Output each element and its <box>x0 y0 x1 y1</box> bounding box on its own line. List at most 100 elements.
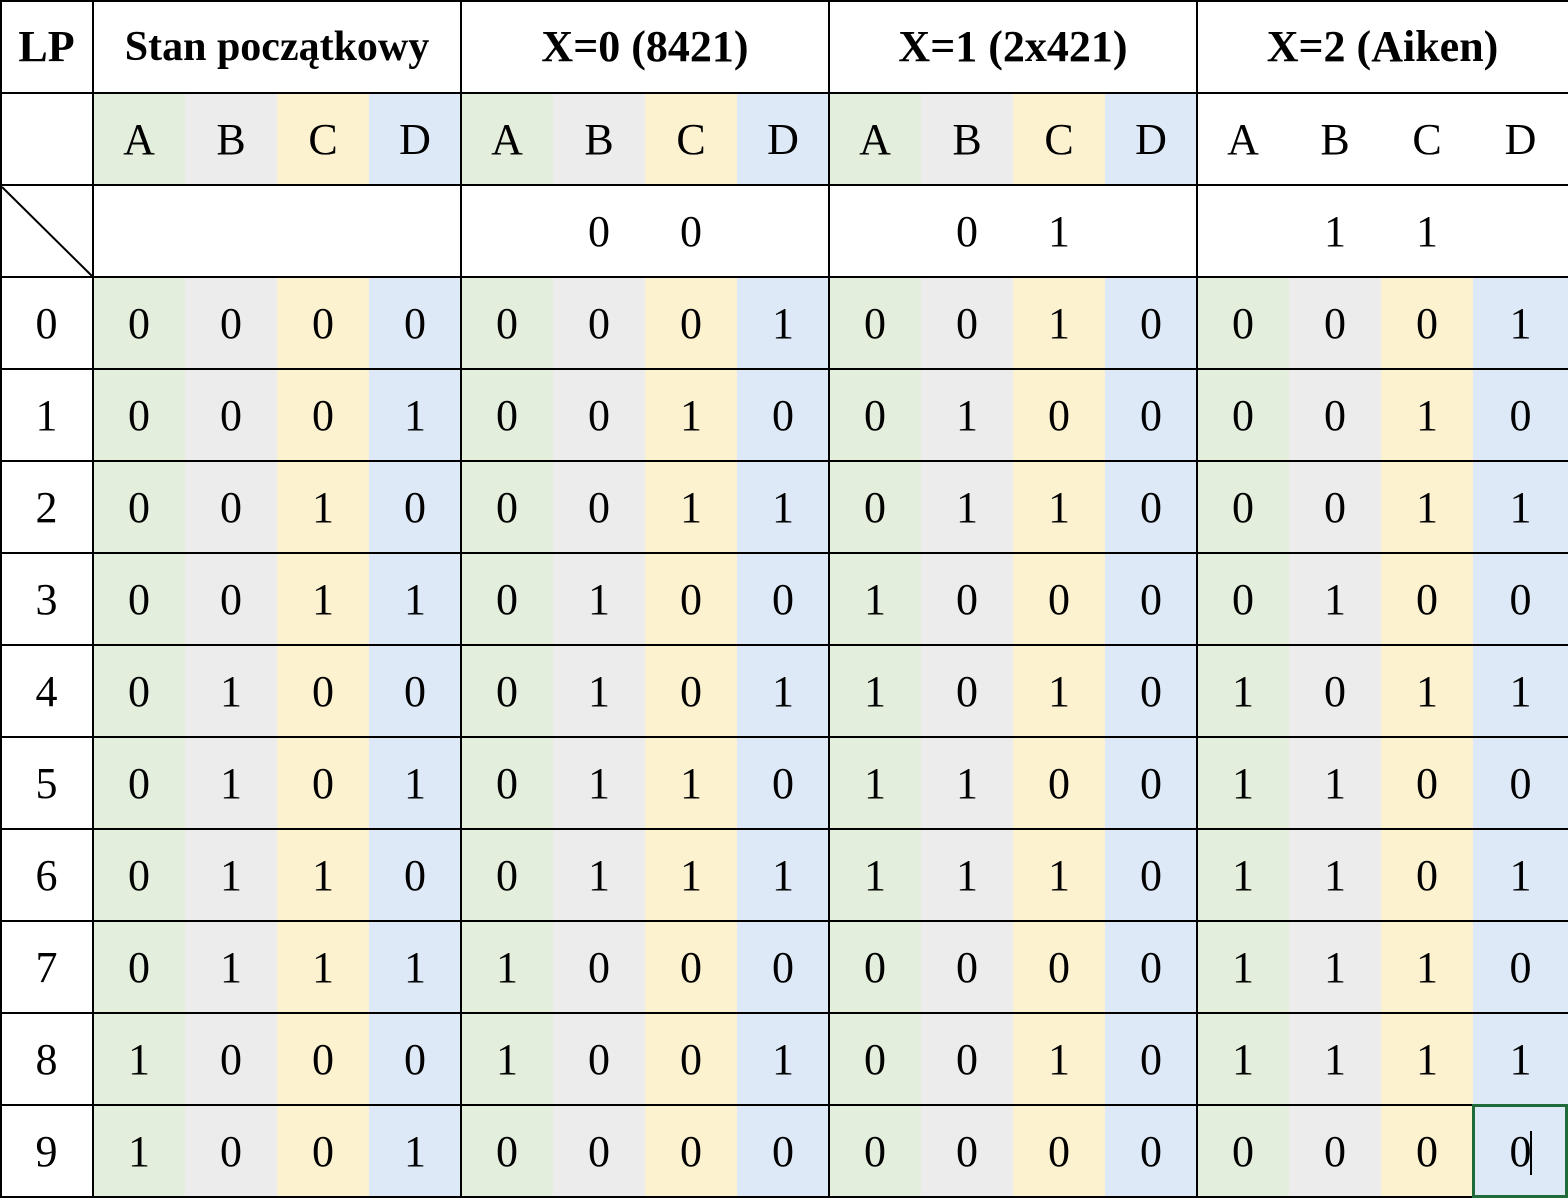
cell-r4-g0-d[interactable]: 0 <box>369 645 461 737</box>
cell-r2-g3-d[interactable]: 1 <box>1473 461 1568 553</box>
cell-r0-g0-c[interactable]: 0 <box>277 277 369 369</box>
subheader-b-g0[interactable]: B <box>185 93 277 185</box>
cell-r7-g1-a[interactable]: 1 <box>461 921 553 1013</box>
cell-r4-g1-a[interactable]: 0 <box>461 645 553 737</box>
cell-r2-g2-a[interactable]: 0 <box>829 461 921 553</box>
cell-r0-g1-a[interactable]: 0 <box>461 277 553 369</box>
cell-r7-g1-c[interactable]: 0 <box>645 921 737 1013</box>
cell-r0-g3-a[interactable]: 0 <box>1197 277 1289 369</box>
cell-r4-g3-d[interactable]: 1 <box>1473 645 1568 737</box>
cell-r8-g3-c[interactable]: 1 <box>1381 1013 1473 1105</box>
cell-r3-g1-d[interactable]: 0 <box>737 553 829 645</box>
cell-r4-g2-a[interactable]: 1 <box>829 645 921 737</box>
cell-r2-g1-b[interactable]: 0 <box>553 461 645 553</box>
cell-r0-g3-b[interactable]: 0 <box>1289 277 1381 369</box>
control-cell-g1-c[interactable]: 0 <box>680 206 702 256</box>
row-number[interactable]: 4 <box>35 666 58 716</box>
cell-r4-g0-b[interactable]: 1 <box>185 645 277 737</box>
cell-r2-g0-b[interactable]: 0 <box>185 461 277 553</box>
cell-r5-g3-c[interactable]: 0 <box>1381 737 1473 829</box>
control-cell-g3-b[interactable]: 1 <box>1324 206 1346 256</box>
control-cell-g3-c[interactable]: 1 <box>1416 206 1438 256</box>
cell-r3-g0-c[interactable]: 1 <box>277 553 369 645</box>
cell-r3-g2-a[interactable]: 1 <box>829 553 921 645</box>
cell-r4-g2-b[interactable]: 0 <box>921 645 1013 737</box>
header-lp[interactable]: LP <box>18 22 75 71</box>
cell-r8-g2-d[interactable]: 0 <box>1105 1013 1197 1105</box>
cell-r5-g3-d[interactable]: 0 <box>1473 737 1568 829</box>
cell-r3-g2-b[interactable]: 0 <box>921 553 1013 645</box>
cell-r4-g3-b[interactable]: 0 <box>1289 645 1381 737</box>
cell-r8-g3-b[interactable]: 1 <box>1289 1013 1381 1105</box>
cell-r7-g2-a[interactable]: 0 <box>829 921 921 1013</box>
cell-r5-g1-a[interactable]: 0 <box>461 737 553 829</box>
cell-r2-g1-a[interactable]: 0 <box>461 461 553 553</box>
cell-r4-g3-a[interactable]: 1 <box>1197 645 1289 737</box>
subheader-b-g2[interactable]: B <box>921 93 1013 185</box>
cell-r5-g2-c[interactable]: 0 <box>1013 737 1105 829</box>
cell-r4-g1-c[interactable]: 0 <box>645 645 737 737</box>
cell-r0-g2-a[interactable]: 0 <box>829 277 921 369</box>
cell-r2-g1-d[interactable]: 1 <box>737 461 829 553</box>
cell-r1-g2-a[interactable]: 0 <box>829 369 921 461</box>
cell-r8-g1-c[interactable]: 0 <box>645 1013 737 1105</box>
control-cell-g0-a[interactable] <box>93 185 185 277</box>
cell-r3-g3-d[interactable]: 0 <box>1473 553 1568 645</box>
cell-r8-g2-b[interactable]: 0 <box>921 1013 1013 1105</box>
row-number[interactable]: 8 <box>35 1034 58 1084</box>
control-cell-g1-d[interactable] <box>737 185 829 277</box>
cell-r7-g1-b[interactable]: 0 <box>553 921 645 1013</box>
cell-r1-g0-b[interactable]: 0 <box>185 369 277 461</box>
row-number[interactable]: 6 <box>35 850 58 900</box>
cell-r6-g1-c[interactable]: 1 <box>645 829 737 921</box>
cell-r5-g0-c[interactable]: 0 <box>277 737 369 829</box>
cell-r8-g1-b[interactable]: 0 <box>553 1013 645 1105</box>
cell-r2-g0-d[interactable]: 0 <box>369 461 461 553</box>
control-cell-g3-d[interactable] <box>1473 185 1568 277</box>
cell-r9-g3-d[interactable]: 0 <box>1473 1105 1568 1197</box>
cell-r9-g3-b[interactable]: 0 <box>1289 1105 1381 1197</box>
cell-r6-g0-c[interactable]: 1 <box>277 829 369 921</box>
subheader-c-g1[interactable]: C <box>645 93 737 185</box>
cell-r1-g1-c[interactable]: 1 <box>645 369 737 461</box>
cell-r9-g2-c[interactable]: 0 <box>1013 1105 1105 1197</box>
cell-r4-g3-c[interactable]: 1 <box>1381 645 1473 737</box>
header-group-1[interactable]: X=0 (8421) <box>541 22 749 71</box>
cell-r0-g3-c[interactable]: 0 <box>1381 277 1473 369</box>
cell-r6-g2-c[interactable]: 1 <box>1013 829 1105 921</box>
cell-r8-g2-c[interactable]: 1 <box>1013 1013 1105 1105</box>
cell-r2-g0-c[interactable]: 1 <box>277 461 369 553</box>
cell-r8-g0-a[interactable]: 1 <box>93 1013 185 1105</box>
control-cell-g2-a[interactable] <box>829 185 921 277</box>
cell-r9-g2-d[interactable]: 0 <box>1105 1105 1197 1197</box>
cell-r4-g2-d[interactable]: 0 <box>1105 645 1197 737</box>
subheader-a-g3[interactable]: A <box>1227 114 1259 164</box>
cell-r6-g1-a[interactable]: 0 <box>461 829 553 921</box>
subheader-c-g2[interactable]: C <box>1013 93 1105 185</box>
cell-r1-g2-d[interactable]: 0 <box>1105 369 1197 461</box>
cell-r5-g1-c[interactable]: 1 <box>645 737 737 829</box>
cell-r7-g2-c[interactable]: 0 <box>1013 921 1105 1013</box>
cell-r6-g1-b[interactable]: 1 <box>553 829 645 921</box>
row-number[interactable]: 2 <box>35 482 58 532</box>
cell-r4-g1-b[interactable]: 1 <box>553 645 645 737</box>
header-group-0[interactable]: Stan początkowy <box>124 23 430 70</box>
cell-r8-g2-a[interactable]: 0 <box>829 1013 921 1105</box>
control-cell-g0-d[interactable] <box>369 185 461 277</box>
subheader-lp-empty[interactable] <box>0 93 93 185</box>
cell-r6-g3-a[interactable]: 1 <box>1197 829 1289 921</box>
cell-r7-g3-d[interactable]: 0 <box>1473 921 1568 1013</box>
cell-r9-g0-a[interactable]: 1 <box>93 1105 185 1197</box>
cell-r9-g1-b[interactable]: 0 <box>553 1105 645 1197</box>
cell-r7-g0-b[interactable]: 1 <box>185 921 277 1013</box>
cell-r5-g0-a[interactable]: 0 <box>93 737 185 829</box>
cell-r0-g0-a[interactable]: 0 <box>93 277 185 369</box>
cell-r1-g0-c[interactable]: 0 <box>277 369 369 461</box>
cell-r9-g0-d[interactable]: 1 <box>369 1105 461 1197</box>
diagonal-cell[interactable] <box>0 185 93 277</box>
cell-r2-g3-a[interactable]: 0 <box>1197 461 1289 553</box>
control-cell-g1-a[interactable] <box>461 185 553 277</box>
cell-r9-g3-c[interactable]: 0 <box>1381 1105 1473 1197</box>
cell-r2-g3-c[interactable]: 1 <box>1381 461 1473 553</box>
cell-r9-g1-d[interactable]: 0 <box>737 1105 829 1197</box>
